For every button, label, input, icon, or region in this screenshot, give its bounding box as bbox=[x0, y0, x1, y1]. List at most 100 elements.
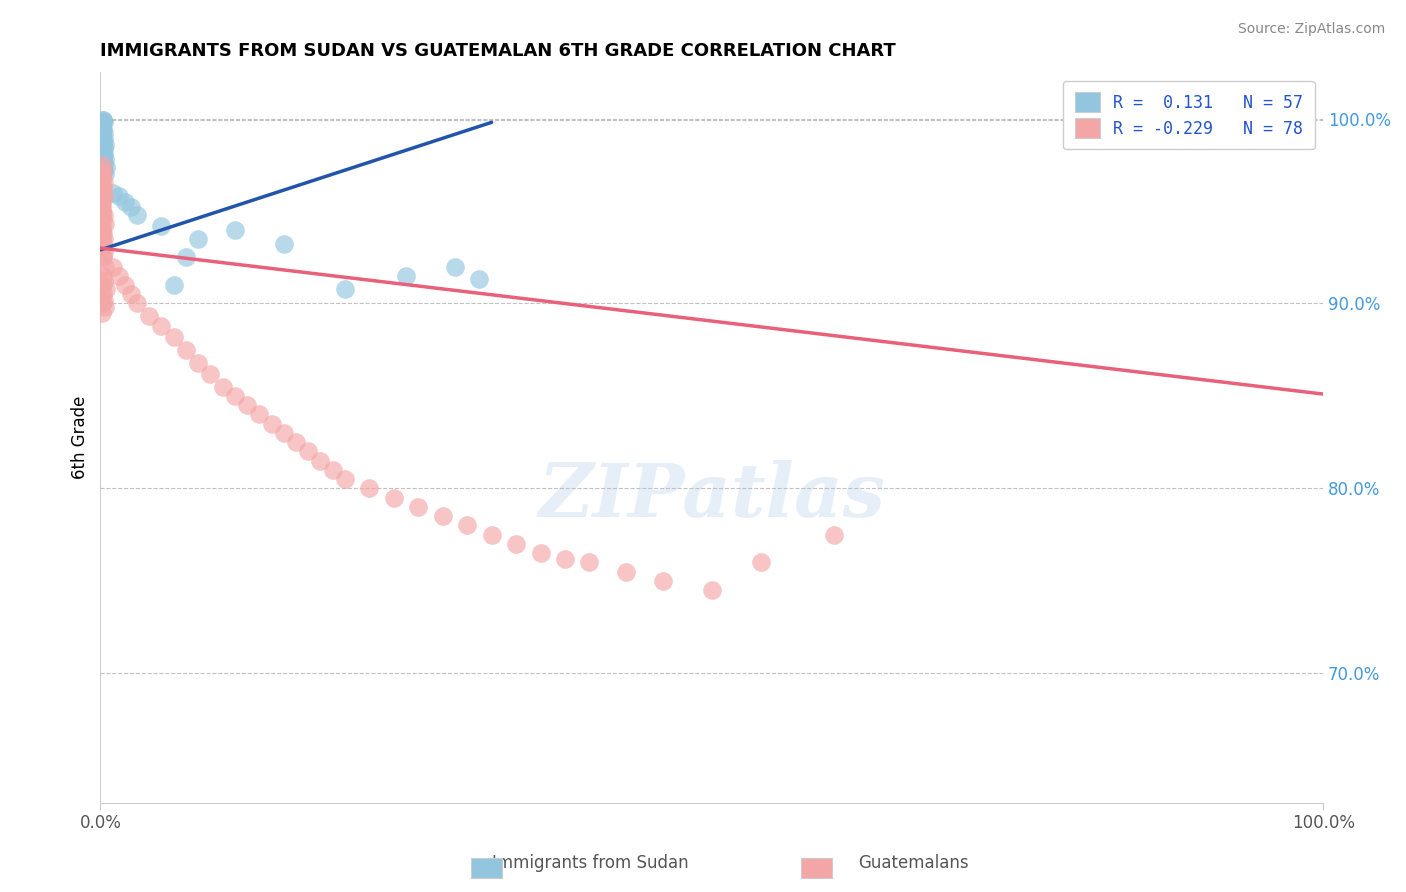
Point bbox=[91, 145, 114, 159]
Point bbox=[94, 260, 117, 274]
Point bbox=[91, 180, 114, 194]
Point bbox=[90, 204, 112, 219]
Point bbox=[91, 250, 114, 264]
Point bbox=[444, 260, 467, 274]
Point bbox=[91, 163, 114, 178]
Point bbox=[93, 232, 115, 246]
Point bbox=[91, 213, 114, 227]
Point bbox=[90, 170, 112, 185]
Point bbox=[90, 132, 112, 146]
Point bbox=[90, 125, 112, 139]
Point bbox=[93, 146, 115, 161]
Point bbox=[90, 226, 112, 240]
Text: Guatemalans: Guatemalans bbox=[859, 855, 969, 872]
Point bbox=[297, 444, 319, 458]
Point bbox=[651, 574, 673, 588]
Point bbox=[91, 250, 114, 264]
Point bbox=[90, 130, 112, 145]
Point bbox=[91, 237, 114, 252]
Point bbox=[120, 287, 142, 301]
Point bbox=[107, 268, 129, 283]
Point bbox=[90, 130, 112, 145]
Point bbox=[125, 208, 148, 222]
Point bbox=[94, 300, 117, 314]
Point bbox=[247, 408, 270, 422]
Point bbox=[90, 222, 112, 236]
Point bbox=[90, 169, 112, 183]
Point bbox=[101, 260, 124, 274]
Point bbox=[93, 156, 115, 170]
Point bbox=[91, 139, 114, 153]
Point bbox=[91, 134, 114, 148]
Text: ZIPatlas: ZIPatlas bbox=[538, 459, 886, 533]
Point bbox=[406, 500, 429, 514]
Point bbox=[90, 119, 112, 133]
Point bbox=[93, 132, 115, 146]
Point bbox=[432, 509, 454, 524]
Point bbox=[91, 186, 114, 200]
Point bbox=[614, 565, 637, 579]
Point bbox=[91, 122, 114, 136]
Point bbox=[93, 127, 115, 141]
Y-axis label: 6th Grade: 6th Grade bbox=[72, 396, 89, 479]
Point bbox=[90, 119, 112, 133]
Point bbox=[90, 182, 112, 196]
Point bbox=[91, 161, 114, 176]
Point bbox=[93, 208, 115, 222]
Point bbox=[578, 555, 600, 569]
Point bbox=[187, 232, 209, 246]
Legend: R =  0.131   N = 57, R = -0.229   N = 78: R = 0.131 N = 57, R = -0.229 N = 78 bbox=[1063, 81, 1315, 149]
Point bbox=[90, 306, 112, 320]
Point bbox=[468, 272, 491, 286]
Point bbox=[90, 143, 112, 157]
Point bbox=[700, 582, 723, 597]
Point bbox=[90, 122, 112, 136]
Point bbox=[120, 200, 142, 214]
Point bbox=[1189, 120, 1212, 135]
Point bbox=[224, 222, 246, 236]
Point bbox=[91, 158, 114, 172]
Text: IMMIGRANTS FROM SUDAN VS GUATEMALAN 6TH GRADE CORRELATION CHART: IMMIGRANTS FROM SUDAN VS GUATEMALAN 6TH … bbox=[100, 42, 896, 60]
Point bbox=[94, 137, 117, 152]
Point bbox=[163, 330, 186, 344]
Point bbox=[456, 518, 478, 533]
Point bbox=[333, 282, 356, 296]
Point bbox=[94, 217, 117, 231]
Point bbox=[93, 244, 115, 259]
Point bbox=[93, 141, 115, 155]
Point bbox=[114, 278, 136, 293]
Point bbox=[90, 120, 112, 135]
Point bbox=[322, 463, 344, 477]
Point bbox=[138, 310, 160, 324]
Point bbox=[333, 472, 356, 486]
Point bbox=[125, 296, 148, 310]
Point bbox=[90, 151, 112, 165]
Point bbox=[273, 237, 295, 252]
Point bbox=[90, 219, 112, 233]
Point bbox=[101, 186, 124, 200]
Point bbox=[91, 113, 114, 128]
Point bbox=[90, 241, 112, 255]
Point bbox=[529, 546, 551, 560]
Point bbox=[91, 154, 114, 169]
Point bbox=[93, 189, 115, 203]
Point bbox=[96, 282, 118, 296]
Point bbox=[91, 115, 114, 129]
Point bbox=[93, 293, 115, 307]
Point bbox=[93, 115, 115, 129]
Point bbox=[93, 177, 115, 191]
Point bbox=[200, 367, 222, 381]
Point bbox=[90, 128, 112, 143]
Point bbox=[211, 379, 233, 393]
Point bbox=[90, 177, 112, 191]
Point bbox=[359, 481, 381, 495]
Point bbox=[90, 232, 112, 246]
Point bbox=[91, 268, 114, 283]
Point bbox=[236, 398, 259, 412]
Point bbox=[90, 128, 112, 143]
Point bbox=[94, 167, 117, 181]
Point bbox=[90, 127, 112, 141]
Point bbox=[90, 208, 112, 222]
Point bbox=[481, 527, 503, 541]
Point bbox=[554, 551, 576, 566]
